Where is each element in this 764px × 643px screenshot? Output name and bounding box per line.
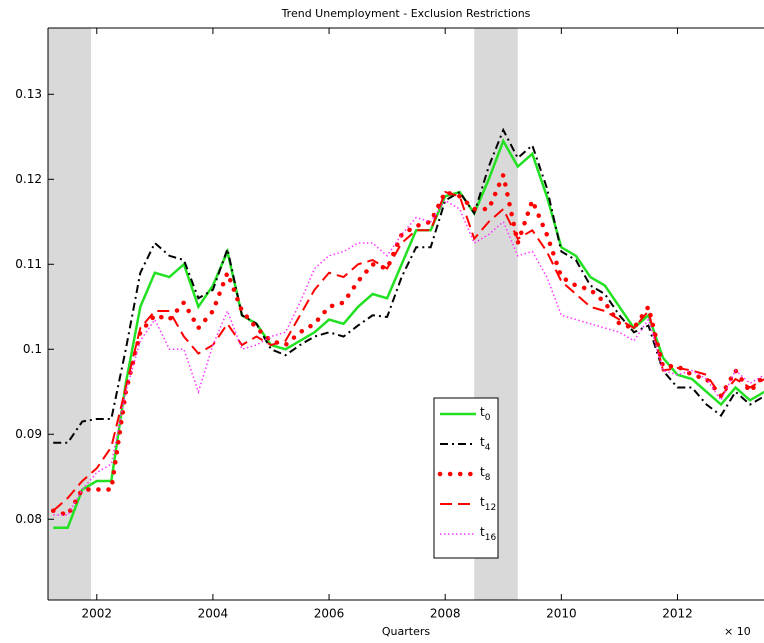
x-tick-label: 2004 — [198, 607, 229, 621]
series-line — [53, 199, 764, 516]
legend-label: t8 — [480, 465, 491, 483]
series-line — [53, 127, 764, 444]
x-multiplier: × 10 — [724, 625, 751, 638]
y-tick-label: 0.11 — [15, 257, 42, 271]
x-tick-label: 2010 — [546, 607, 577, 621]
x-tick-label: 2006 — [314, 607, 345, 621]
chart-title: Trend Unemployment - Exclusion Restricti… — [281, 7, 531, 20]
shaded-region — [48, 28, 91, 600]
x-tick-label: 2012 — [662, 607, 693, 621]
series-line — [53, 138, 764, 530]
y-tick-label: 0.12 — [15, 172, 42, 186]
series-line — [52, 190, 764, 512]
y-tick-label: 0.08 — [15, 512, 42, 526]
shades — [48, 28, 518, 600]
x-axis-label: Quarters — [382, 625, 430, 638]
y-tick-label: 0.09 — [15, 427, 42, 441]
lines — [50, 127, 764, 530]
legend-label: t4 — [480, 435, 491, 453]
legend-label: t16 — [480, 525, 496, 543]
y-tick-label: 0.1 — [23, 342, 42, 356]
series-line — [50, 167, 764, 518]
x-tick-label: 2008 — [430, 607, 461, 621]
legend-label: t12 — [480, 495, 496, 513]
y-tick-label: 0.13 — [15, 87, 42, 101]
x-tick-label: 2002 — [82, 607, 113, 621]
axes: 0.08 0.09 0.1 0.11 0.12 0.13 2002 2004 2006 2008 2… — [15, 27, 764, 621]
legend: t0 t4 t8 t12 t16 — [433, 397, 499, 559]
legend-label: t0 — [480, 405, 491, 423]
legend-box — [433, 397, 499, 559]
